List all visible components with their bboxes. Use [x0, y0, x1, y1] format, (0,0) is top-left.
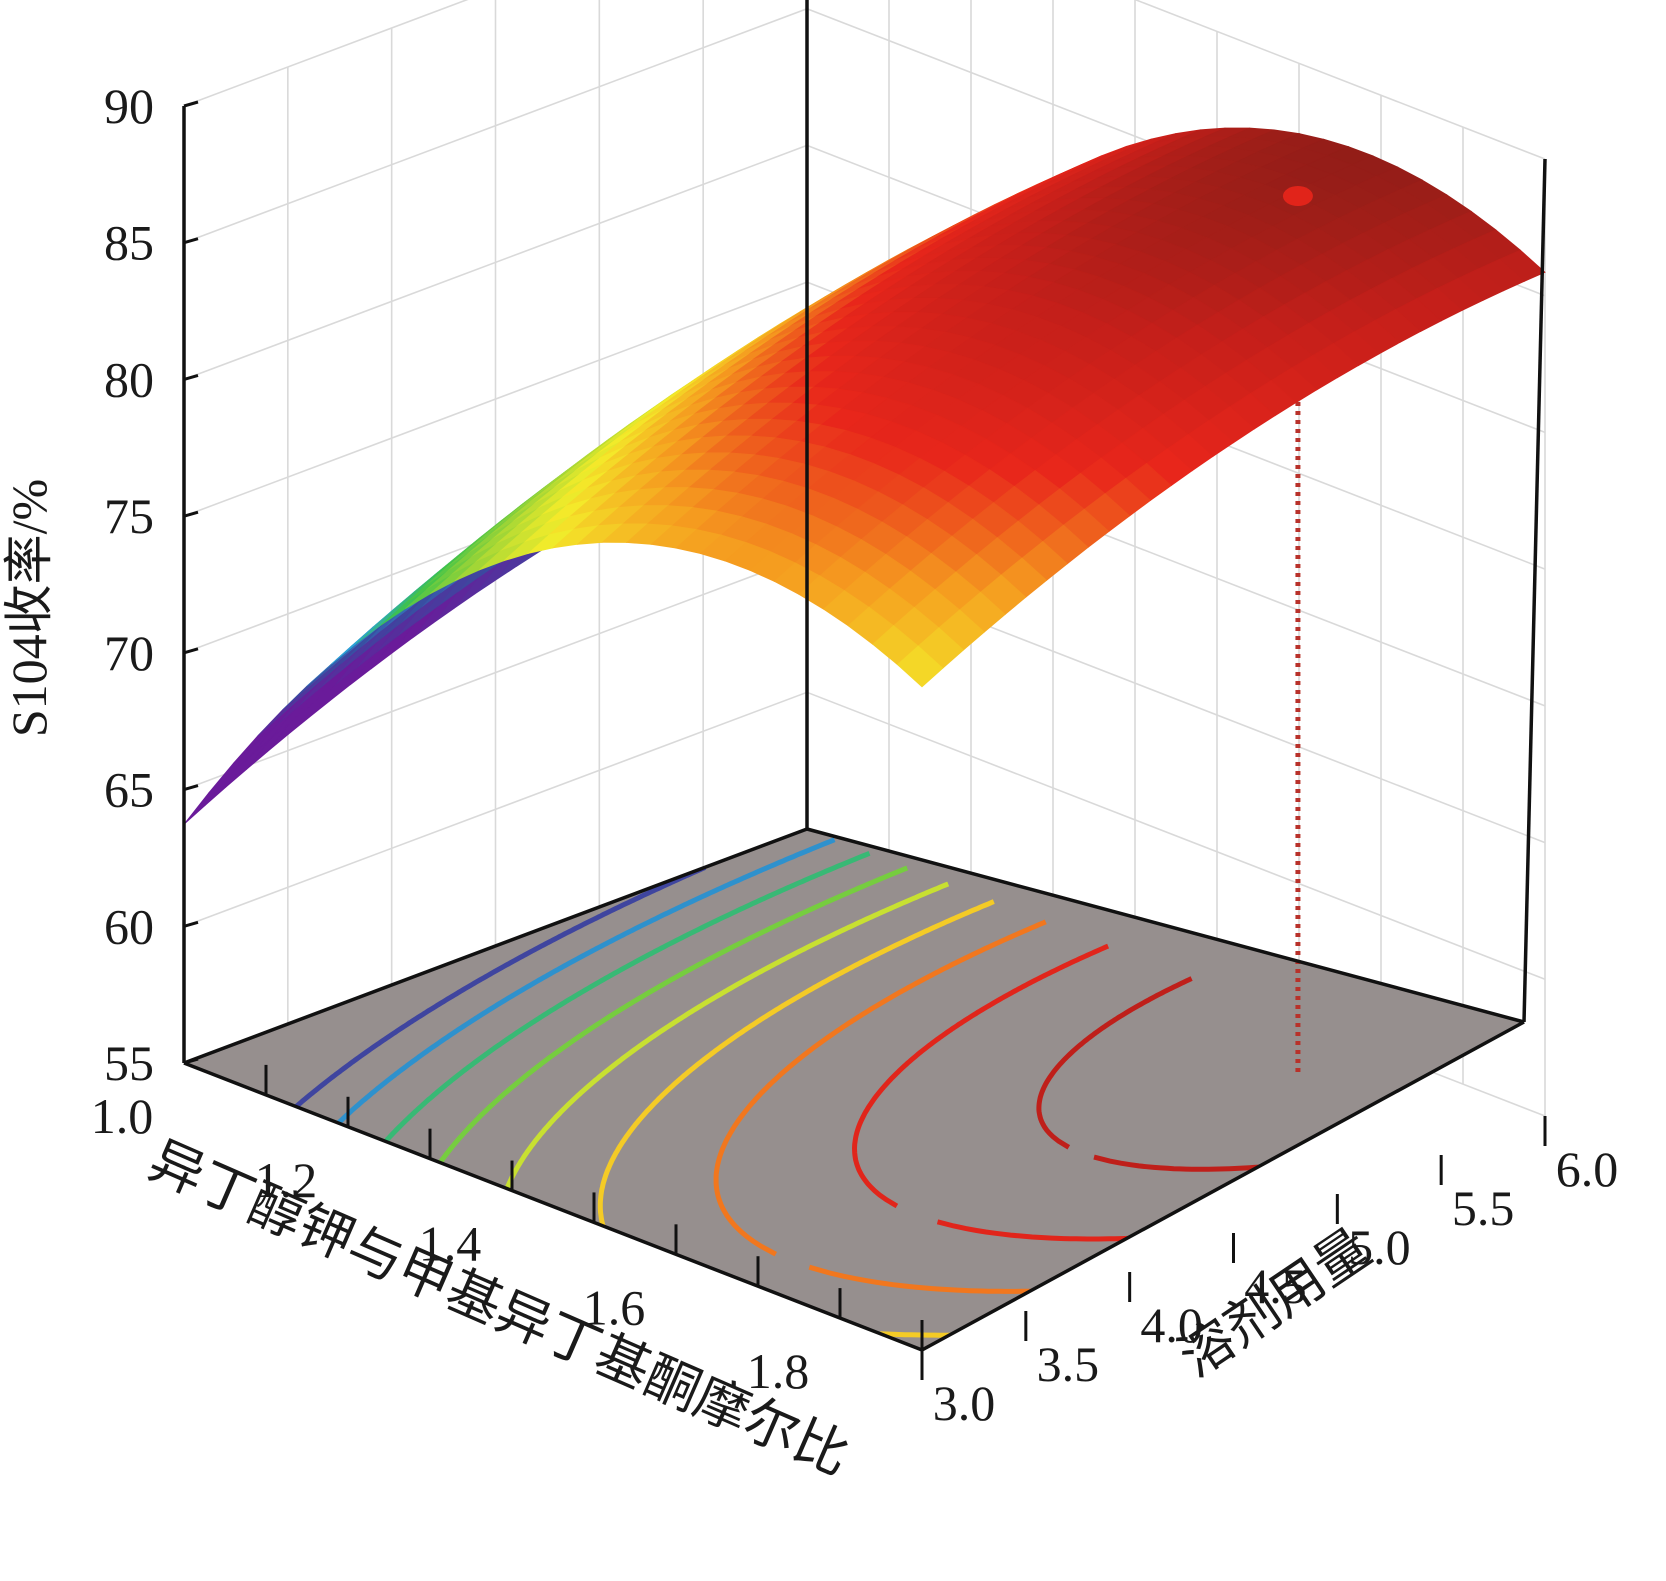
z-tick	[183, 373, 199, 381]
contour-line	[851, 943, 1110, 1209]
contour-line	[294, 865, 707, 1109]
axis-frame	[182, 0, 1547, 1352]
x-tick-label: 1.6	[583, 1279, 646, 1335]
contour-line	[504, 881, 950, 1190]
response-surface	[183, 127, 1546, 825]
z-tick-label: 75	[104, 488, 154, 544]
z-axis-title: S104收率/%	[1, 479, 57, 737]
back-right-floor-edge	[806, 827, 1525, 1024]
x-tick-label: 1.0	[91, 1088, 154, 1144]
contour-line	[438, 865, 909, 1165]
z-tick	[183, 647, 199, 655]
z-tick-label: 90	[104, 78, 154, 134]
optimum-marker	[1282, 186, 1313, 207]
x-axis-line	[183, 1061, 923, 1352]
x-tick-label: 1.2	[255, 1152, 318, 1208]
contour-line	[1036, 976, 1193, 1150]
y-tick-label: 5.5	[1452, 1180, 1515, 1236]
z-tick-label: 60	[104, 898, 154, 954]
y-tick-label: 4.0	[1140, 1297, 1203, 1353]
contour-line	[336, 837, 836, 1125]
back-left-floor-edge	[183, 827, 808, 1065]
z-tick	[183, 237, 199, 245]
y-tick-label: 3.0	[933, 1375, 996, 1431]
tick-marks	[182, 100, 1547, 1380]
contour-line	[597, 899, 995, 1227]
z-tick-label: 70	[104, 625, 154, 681]
y-tick-label: 3.5	[1037, 1336, 1100, 1392]
y-tick-label: 6.0	[1556, 1141, 1619, 1197]
z-tick	[183, 1057, 199, 1065]
y-axis-line	[921, 1020, 1525, 1352]
y-tick-label: 5.0	[1348, 1219, 1411, 1275]
z-tick-label: 65	[104, 762, 154, 818]
surface-patch	[896, 645, 944, 688]
optimum-point-marker	[1282, 186, 1313, 207]
x-tick-label: 1.4	[419, 1216, 482, 1272]
y-tick-label: 4.5	[1244, 1258, 1307, 1314]
right-back-vertical-edge	[1522, 158, 1547, 1023]
contour-line	[713, 919, 1047, 1257]
z-tick-label: 80	[104, 351, 154, 407]
contour-line	[383, 850, 871, 1144]
z-tick	[183, 784, 199, 792]
z-tick	[183, 920, 199, 928]
tick-labels: 55 60 65 70 75 80 85 90 1.0 1.2 1.4 1.6 1.8 3.0 3.5 4.0…	[91, 78, 1619, 1431]
z-tick-label: 55	[104, 1035, 154, 1091]
z-tick	[183, 510, 199, 518]
z-tick	[183, 100, 199, 108]
x-tick-label: 1.8	[747, 1343, 810, 1399]
z-tick-label: 85	[104, 215, 154, 271]
